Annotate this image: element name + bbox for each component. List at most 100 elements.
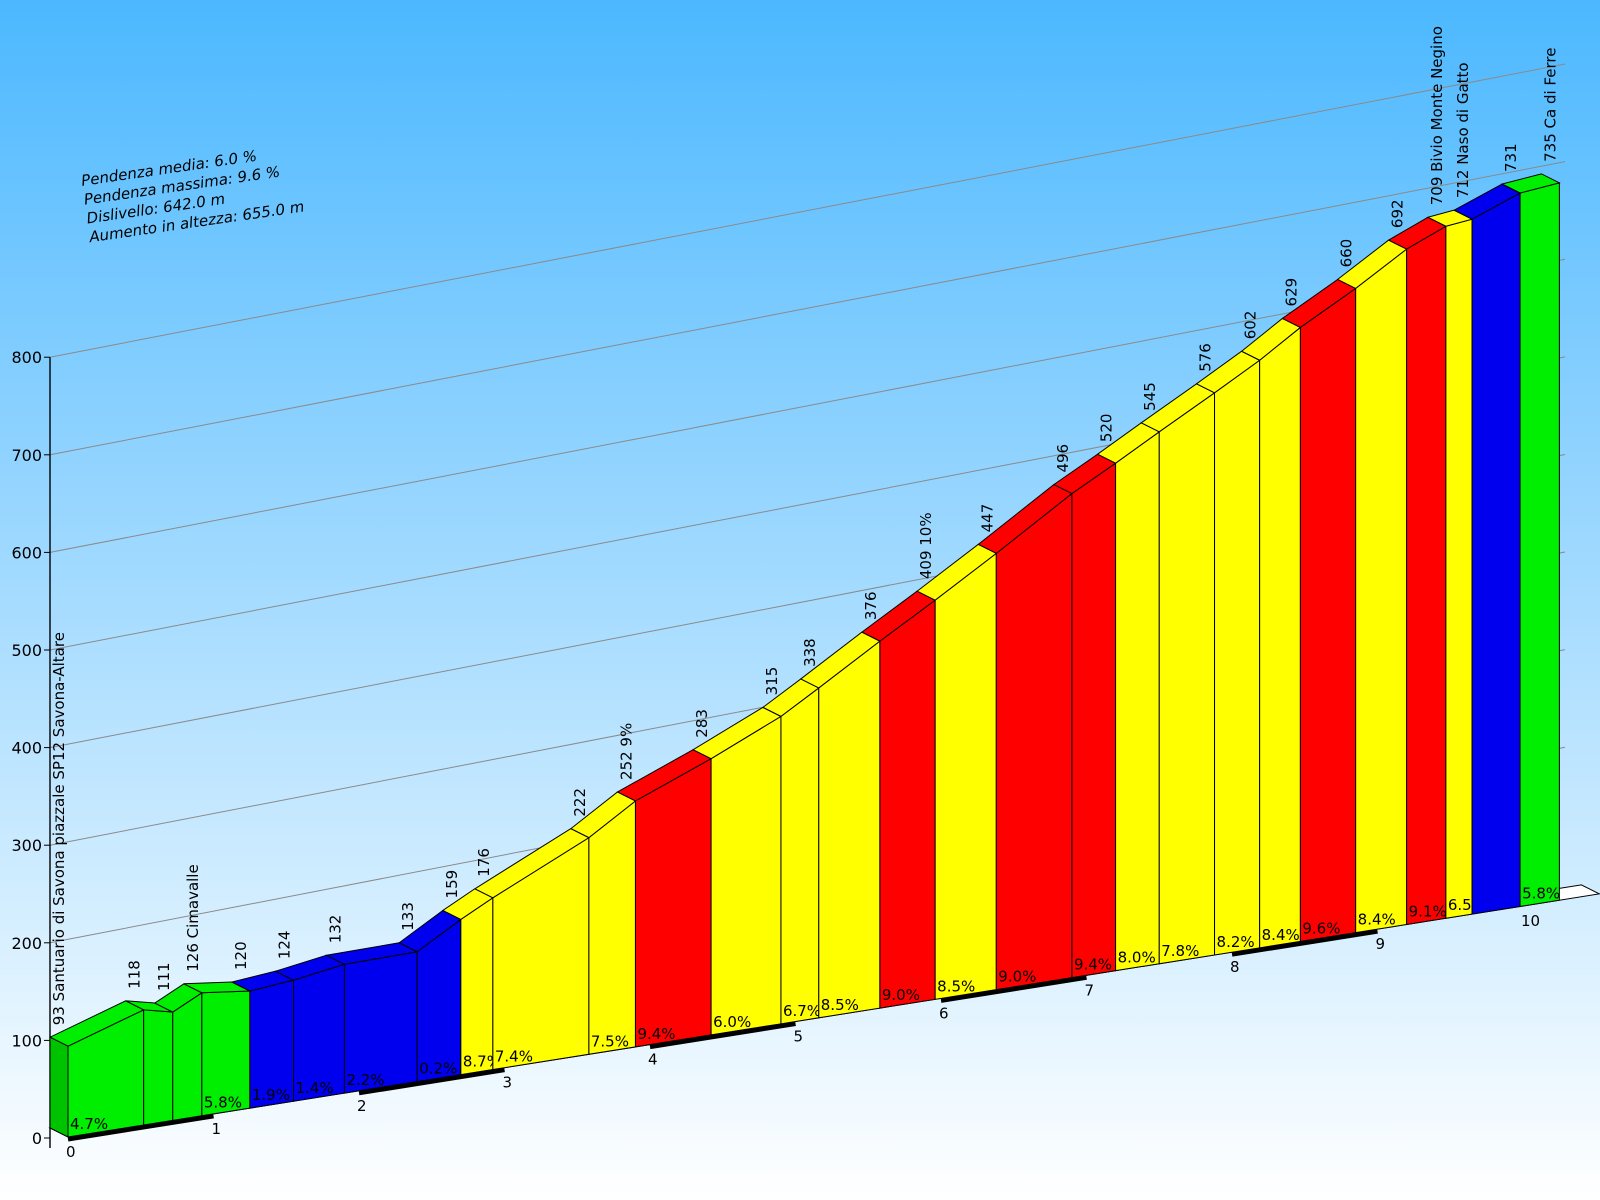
segment-front xyxy=(460,896,494,1076)
segment-front xyxy=(1259,326,1301,949)
segment-front xyxy=(1406,225,1447,926)
altitude-label: 283 xyxy=(693,709,711,738)
segment-front xyxy=(172,991,203,1121)
grade-label: 1.9% xyxy=(252,1086,290,1104)
altitude-label: 496 xyxy=(1054,444,1072,473)
km-band xyxy=(1231,928,1378,957)
altitude-label: 709 Bivio Monte Negino xyxy=(1428,26,1446,205)
altitude-label: 132 xyxy=(326,915,344,944)
altitude-label: 159 xyxy=(443,870,461,899)
altitude-label: 124 xyxy=(276,931,294,960)
segment-front xyxy=(1115,430,1160,972)
altitude-label: 338 xyxy=(801,638,819,667)
segment-front xyxy=(1299,287,1357,942)
grade-label: 9.0% xyxy=(998,968,1036,986)
altitude-label: 660 xyxy=(1338,239,1356,268)
segment-front xyxy=(879,599,936,1009)
segment-side xyxy=(49,1036,69,1138)
y-axis: 0 100 200 300 400 500 600 700 800 xyxy=(11,348,51,1148)
km-label: 9 xyxy=(1376,935,1386,953)
segment-front xyxy=(934,552,997,1000)
grade-label: 9.6% xyxy=(1302,919,1340,937)
y-tick-label: 200 xyxy=(11,934,42,953)
grade-label: 0.2% xyxy=(419,1060,457,1078)
altitude-label: 176 xyxy=(475,848,493,877)
km-label: 8 xyxy=(1230,958,1240,976)
y-tick-label: 300 xyxy=(11,836,42,855)
altitude-labels: 93 Santuario di Savona piazzale SP12 Sav… xyxy=(50,26,1559,1025)
y-tick-label: 700 xyxy=(11,446,42,465)
grade-label: 2.2% xyxy=(346,1071,384,1089)
grade-label: 4.7% xyxy=(70,1115,108,1133)
altitude-label: 118 xyxy=(126,960,144,989)
segment-front xyxy=(780,686,820,1025)
grade-label: 8.0% xyxy=(1118,949,1156,967)
km-label: 0 xyxy=(66,1143,76,1161)
grade-label: 6.7% xyxy=(783,1002,821,1020)
km-label: 4 xyxy=(648,1051,658,1069)
y-tick-label: 400 xyxy=(11,739,42,758)
altitude-label: 712 Naso di Gatto xyxy=(1454,62,1472,198)
segment-front xyxy=(1214,359,1261,956)
altitude-label: 252 9% xyxy=(617,723,635,780)
km-label: 6 xyxy=(939,1004,949,1022)
y-tick-label: 100 xyxy=(11,1031,42,1050)
km-label: 1 xyxy=(212,1120,222,1138)
altitude-label: 735 Ca di Ferre xyxy=(1541,48,1559,162)
segment-front xyxy=(1071,462,1117,979)
km-label: 7 xyxy=(1085,981,1095,999)
segment-front xyxy=(1355,248,1408,934)
altitude-label: 731 xyxy=(1502,143,1520,172)
altitude-label: 692 xyxy=(1389,199,1407,228)
profile-segments: 4.7% 5.8% 1.9% 1.4% 2.2% 0.2% 8.7%7.4% 7.5% 9.4%… xyxy=(48,173,1561,1138)
grade-label: 7.8% xyxy=(1161,942,1199,960)
km-band xyxy=(649,1021,796,1050)
altitude-label: 447 xyxy=(978,504,996,533)
altitude-label: 120 xyxy=(232,941,250,970)
segment-front xyxy=(588,799,636,1055)
altitude-label: 629 xyxy=(1282,278,1300,307)
grade-label: 9.4% xyxy=(637,1025,675,1043)
altitude-label: 520 xyxy=(1098,414,1116,443)
segment-front xyxy=(634,757,712,1048)
km-label: 5 xyxy=(794,1028,804,1046)
y-tick-label: 0 xyxy=(32,1129,42,1148)
altitude-label: 133 xyxy=(399,902,417,931)
km-band xyxy=(358,1067,505,1096)
grade-label: 8.4% xyxy=(1358,911,1396,929)
y-tick-label: 500 xyxy=(11,641,42,660)
segment-front xyxy=(1158,391,1216,965)
km-label: 2 xyxy=(357,1097,367,1115)
segment-front xyxy=(995,492,1073,991)
grade-label: 8.5% xyxy=(937,977,975,995)
altitude-label: 93 Santuario di Savona piazzale SP12 Sav… xyxy=(50,632,68,1025)
grade-label: 5.8% xyxy=(204,1094,242,1112)
altitude-label: 602 xyxy=(1242,311,1260,340)
grade-label: 8.7% xyxy=(463,1053,501,1071)
altitude-label: 222 xyxy=(571,788,589,817)
gridline xyxy=(49,161,1566,456)
segment-front xyxy=(1445,218,1473,919)
altitude-label: 376 xyxy=(862,591,880,620)
segment-front xyxy=(710,715,782,1036)
altitude-label: 545 xyxy=(1141,382,1159,411)
grade-label: 6.0% xyxy=(713,1013,751,1031)
grade-label: 8.5% xyxy=(821,996,859,1014)
grade-label: 7.5% xyxy=(591,1032,629,1050)
gridline xyxy=(49,63,1566,358)
altitude-label: 111 xyxy=(155,962,173,991)
altitude-label: 126 Cimavalle xyxy=(184,864,202,971)
grade-label: 1.4% xyxy=(296,1079,334,1097)
km-band xyxy=(940,974,1087,1003)
altitude-label: 409 10% xyxy=(917,512,935,579)
altitude-label: 315 xyxy=(763,667,781,696)
segment-front xyxy=(143,1009,174,1126)
grade-label: 9.1% xyxy=(1409,902,1447,920)
grade-label: 8.4% xyxy=(1262,926,1300,944)
segment-front xyxy=(818,640,881,1019)
grade-label: 9.0% xyxy=(882,986,920,1004)
segment-front xyxy=(1519,182,1560,908)
grade-label: 5.8% xyxy=(1522,884,1560,902)
km-label: 3 xyxy=(503,1074,513,1092)
